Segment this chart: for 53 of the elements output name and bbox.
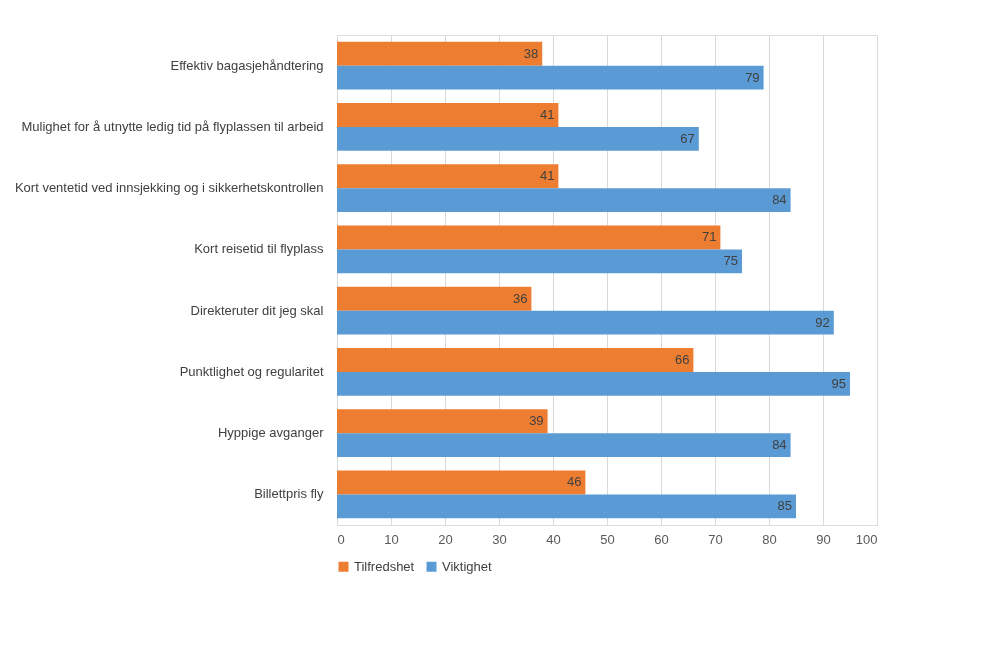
x-tick-label: 90 [816, 531, 831, 547]
bar [337, 41, 543, 66]
bar [337, 494, 796, 519]
bar [337, 347, 694, 372]
x-tick-label: 80 [762, 531, 777, 547]
bar [337, 126, 699, 151]
bar [337, 470, 586, 495]
bar [337, 409, 548, 434]
x-tick-label: 60 [654, 531, 669, 547]
bar [337, 286, 532, 311]
data-label: 71 [701, 229, 717, 245]
x-tick-label: 70 [708, 531, 723, 547]
data-label: 41 [539, 168, 555, 184]
bar [337, 164, 559, 189]
x-tick-label: 100 [855, 531, 878, 547]
data-label: 66 [674, 351, 690, 367]
x-tick-label: 40 [546, 531, 561, 547]
y-tick-label: Effektiv bagasjehåndtering [170, 57, 324, 73]
x-tick-label: 20 [438, 531, 453, 547]
legend-label: Viktighet [442, 558, 493, 574]
bar [337, 102, 559, 127]
data-label: 92 [815, 314, 830, 330]
y-tick-label: Kort reisetid til flyplass [194, 241, 324, 257]
y-tick-label: Hyppige avganger [217, 425, 325, 441]
data-label: 67 [680, 130, 695, 146]
data-label: 85 [777, 498, 792, 514]
x-tick-label: 50 [600, 531, 615, 547]
data-label: 79 [745, 69, 760, 85]
data-label: 84 [772, 192, 787, 208]
legend-label: Tilfredshet [354, 558, 415, 574]
y-tick-label: Punktlighet og regularitet [179, 363, 324, 379]
bar [337, 433, 791, 458]
bar [337, 310, 834, 335]
x-tick-label: 0 [337, 531, 345, 547]
x-tick-label: 10 [384, 531, 399, 547]
x-tick-label: 30 [492, 531, 507, 547]
bar [337, 225, 721, 250]
data-label: 95 [831, 375, 846, 391]
data-label: 84 [772, 437, 787, 453]
y-tick-label: Kort ventetid ved innsjekking og i sikkerhetskontrollen [14, 180, 324, 196]
data-label: 38 [523, 45, 539, 61]
y-tick-label: Direkteruter dit jeg skal [190, 302, 324, 318]
bar [337, 188, 791, 213]
bar [337, 371, 850, 396]
data-label: 46 [566, 474, 582, 490]
data-label: 39 [529, 413, 544, 429]
data-label: 36 [512, 290, 528, 306]
data-label: 41 [539, 106, 555, 122]
y-tick-label: Billettpris fly [254, 486, 324, 502]
bar [337, 249, 742, 274]
data-label: 75 [723, 253, 738, 269]
y-tick-label: Mulighet for å utnytte ledig tid på flyplassen til arbeid [21, 118, 324, 134]
bar [337, 65, 764, 90]
